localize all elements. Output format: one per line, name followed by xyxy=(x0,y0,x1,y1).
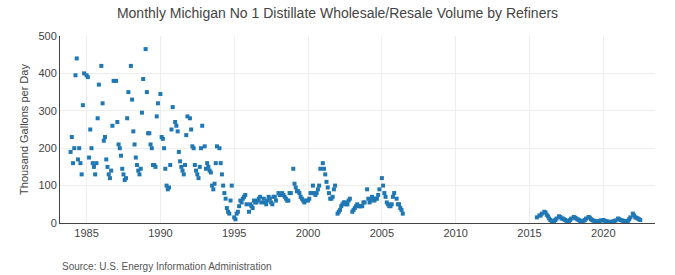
svg-text:1985: 1985 xyxy=(74,227,98,239)
svg-text:2020: 2020 xyxy=(591,227,615,239)
svg-text:100: 100 xyxy=(38,179,56,191)
svg-text:2010: 2010 xyxy=(443,227,467,239)
svg-text:Source: U.S. Energy Informatio: Source: U.S. Energy Information Administ… xyxy=(62,261,272,272)
svg-text:200: 200 xyxy=(38,142,56,154)
svg-text:1995: 1995 xyxy=(222,227,246,239)
svg-text:500: 500 xyxy=(38,30,56,42)
svg-text:Thousand Gallons per Day: Thousand Gallons per Day xyxy=(18,64,30,195)
svg-text:2005: 2005 xyxy=(370,227,394,239)
svg-text:400: 400 xyxy=(38,67,56,79)
svg-text:Monthly Michigan No 1 Distilla: Monthly Michigan No 1 Distillate Wholesa… xyxy=(117,5,558,21)
svg-text:0: 0 xyxy=(51,217,57,229)
svg-text:2015: 2015 xyxy=(517,227,541,239)
svg-text:1990: 1990 xyxy=(148,227,172,239)
svg-text:2000: 2000 xyxy=(296,227,320,239)
svg-text:300: 300 xyxy=(38,105,56,117)
